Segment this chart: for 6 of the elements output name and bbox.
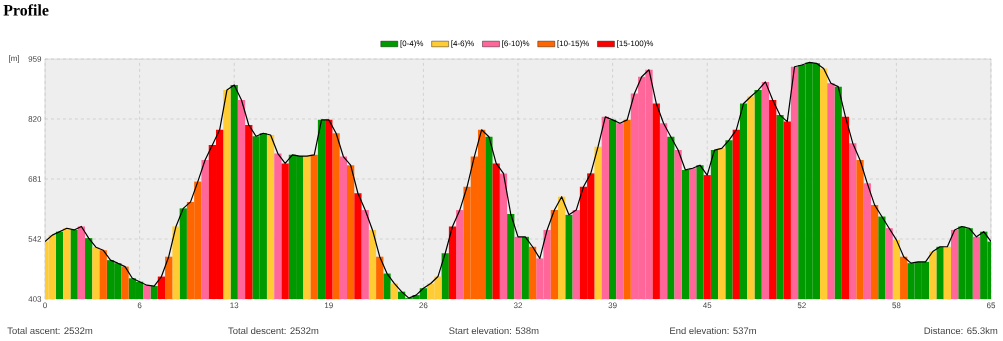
text: Total ascent: 2532m	[7, 327, 93, 335]
text: Total descent: 2532m	[228, 327, 319, 335]
text: Distance: 65.3km	[924, 327, 998, 335]
chart-title: Profile	[3, 4, 49, 16]
text: End elevation: 537m	[670, 327, 756, 335]
text: Start elevation: 538m	[449, 327, 539, 335]
